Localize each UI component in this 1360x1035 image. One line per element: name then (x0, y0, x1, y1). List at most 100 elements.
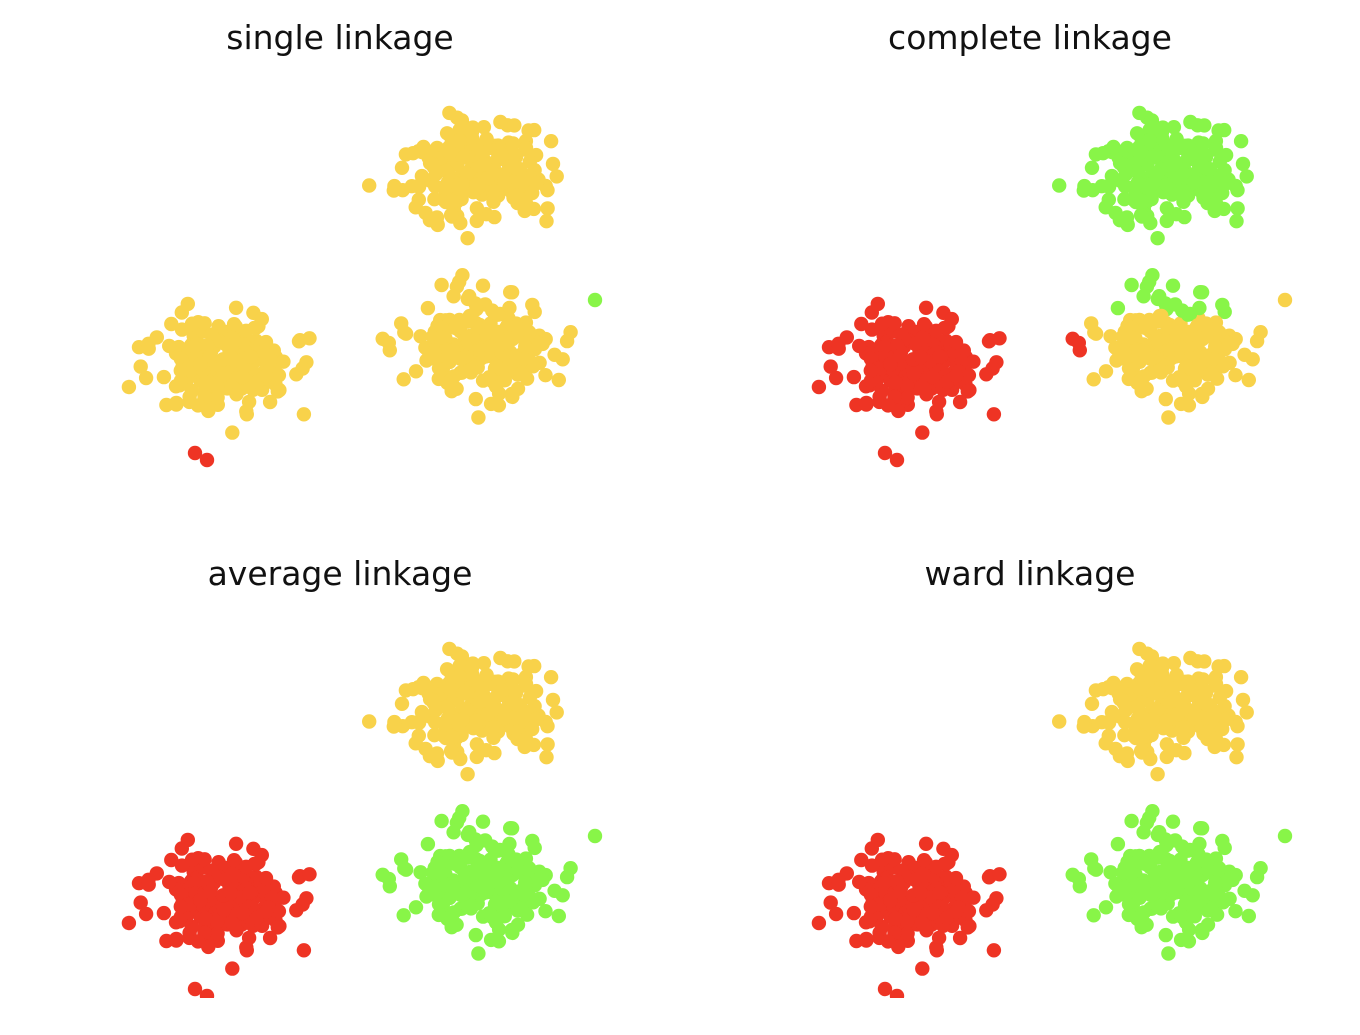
scatter-point-yellow (440, 175, 455, 190)
scatter-point-yellow (469, 213, 484, 229)
scatter-point-green (462, 825, 477, 840)
scatter-point-green (475, 814, 491, 829)
scatter-point-yellow (1216, 359, 1231, 374)
scatter-point-red (259, 904, 274, 919)
scatter-point-green (1134, 193, 1149, 209)
scatter-point-yellow (442, 641, 457, 657)
scatter-point-red (892, 348, 908, 364)
scatter-point-red (276, 890, 291, 905)
scatter-point-yellow (1146, 686, 1161, 701)
scatter-point-red (823, 359, 838, 374)
scatter-point-yellow (1052, 714, 1067, 729)
panel-single-linkage: single linkage (0, 0, 680, 499)
scatter-point-green (559, 869, 575, 885)
scatter-point-yellow (121, 379, 137, 395)
scatter-point-yellow (1133, 372, 1149, 388)
scatter-point-yellow (1138, 320, 1153, 336)
scatter-point-red (187, 981, 203, 997)
scatter-point-yellow (362, 178, 377, 193)
scatter-point-red (949, 904, 964, 919)
scatter-point-yellow (456, 150, 471, 165)
scatter-point-yellow (1144, 649, 1160, 664)
scatter-point-red (811, 915, 827, 931)
scatter-point-red (863, 363, 878, 378)
scatter-point-red (270, 920, 285, 935)
scatter-point-green (1215, 185, 1230, 201)
scatter-point-green (1165, 278, 1181, 293)
scatter-point-green (1117, 881, 1132, 896)
scatter-point-red (919, 923, 934, 938)
scatter-point-red (913, 885, 929, 901)
scatter-point-yellow (1169, 667, 1184, 683)
scatter-point-red (164, 852, 179, 868)
scatter-point-green (1101, 178, 1116, 194)
scatter-point-yellow (543, 134, 559, 149)
scatter-point-yellow (420, 300, 436, 316)
scatter-point-green (1076, 183, 1091, 198)
scatter-point-green (1277, 828, 1293, 844)
scatter-point-green (1132, 105, 1147, 121)
scatter-plot-ward-linkage (811, 641, 1293, 998)
scatter-point-yellow (469, 749, 484, 765)
scatter-point-yellow (1151, 313, 1167, 328)
scatter-point-yellow (545, 156, 561, 172)
scatter-point-yellow (1172, 339, 1188, 354)
scatter-point-green (1150, 231, 1165, 246)
scatter-point-green (431, 907, 446, 923)
scatter-point-green (1212, 154, 1227, 169)
scatter-point-yellow (469, 201, 485, 216)
scatter-point-yellow (444, 193, 459, 209)
scatter-point-yellow (1187, 373, 1202, 388)
scatter-point-yellow (197, 316, 212, 331)
scatter-point-green (1159, 213, 1174, 229)
scatter-point-yellow (514, 366, 530, 381)
scatter-point-red (906, 902, 922, 917)
scatter-point-green (526, 895, 541, 910)
scatter-point-red (925, 905, 940, 921)
scatter-point-green (1152, 898, 1167, 914)
scatter-point-red (880, 934, 896, 949)
scatter-point-green (491, 934, 507, 949)
scatter-point-green (1101, 192, 1116, 207)
scatter-point-green (1145, 804, 1160, 819)
scatter-point-green (427, 881, 442, 896)
scatter-point-red (831, 336, 846, 351)
scatter-point-green (1110, 836, 1126, 852)
scatter-point-yellow (1098, 364, 1114, 379)
panel-average-linkage: average linkage (0, 536, 680, 1035)
scatter-point-yellow (494, 683, 509, 698)
scatter-point-red (986, 943, 1002, 958)
scatter-point-red (1071, 335, 1086, 351)
scatter-point-yellow (296, 407, 312, 422)
scatter-point-red (210, 926, 225, 941)
scatter-point-yellow (427, 345, 442, 360)
scatter-point-yellow (411, 714, 426, 730)
scatter-point-yellow (241, 394, 257, 410)
scatter-point-green (1103, 865, 1118, 880)
scatter-point-green (502, 836, 517, 852)
scatter-point-green (1106, 139, 1121, 155)
scatter-point-green (1208, 875, 1223, 890)
scatter-point-yellow (497, 174, 512, 190)
scatter-point-yellow (1229, 750, 1244, 765)
scatter-point-yellow (1158, 391, 1173, 407)
scatter-point-green (1230, 201, 1245, 216)
scatter-point-yellow (521, 123, 536, 138)
scatter-point-yellow (522, 154, 537, 169)
scatter-point-yellow (411, 728, 426, 743)
scatter-point-red (180, 832, 195, 848)
scatter-point-green (1121, 907, 1136, 923)
scatter-point-yellow (422, 692, 438, 707)
scatter-point-green (1138, 856, 1153, 872)
scatter-point-yellow (1084, 696, 1100, 711)
scatter-point-red (979, 367, 994, 382)
scatter-point-yellow (490, 329, 505, 344)
scatter-point-green (504, 821, 520, 836)
scatter-point-yellow (1166, 656, 1182, 671)
scatter-point-green (1119, 210, 1135, 225)
scatter-point-green (1133, 908, 1149, 924)
scatter-point-yellow (549, 705, 564, 720)
scatter-point-yellow (1195, 672, 1211, 687)
scatter-point-yellow (174, 322, 190, 337)
scatter-point-red (863, 909, 879, 924)
